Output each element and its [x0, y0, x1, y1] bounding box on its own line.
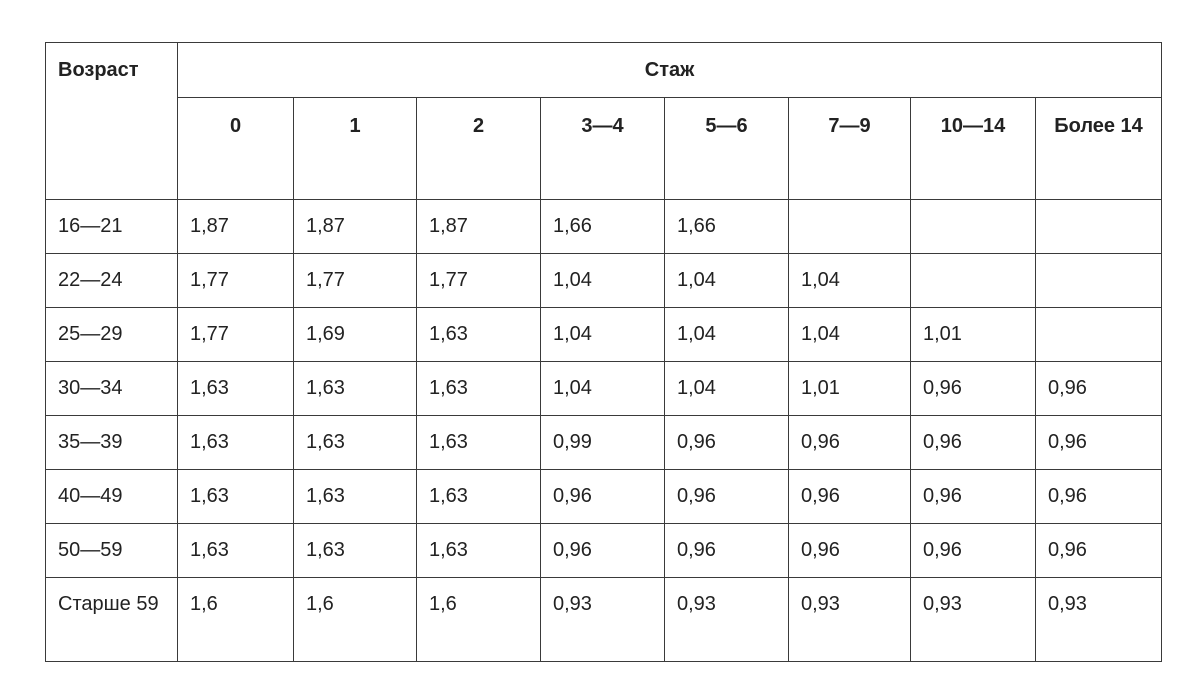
value-cell: 1,63 [293, 415, 417, 470]
header-row: Возраст Стаж [45, 42, 1163, 200]
column-header: 5—6 [664, 97, 789, 200]
value-cell: 0,96 [788, 523, 911, 578]
age-cell: 50—59 [45, 523, 178, 578]
value-cell [788, 199, 911, 254]
value-cell: 1,63 [293, 361, 417, 416]
value-cell [1034, 307, 1163, 362]
value-cell: 0,96 [664, 415, 789, 470]
table-row: 16—21 1,87 1,87 1,87 1,66 1,66 [45, 199, 1163, 254]
value-cell: 0,93 [788, 577, 911, 662]
value-cell: 0,96 [788, 415, 911, 470]
age-cell: 35—39 [45, 415, 178, 470]
value-cell: 1,66 [540, 199, 665, 254]
value-cell: 1,63 [177, 523, 294, 578]
table-row: 25—29 1,77 1,69 1,63 1,04 1,04 1,04 1,01 [45, 307, 1163, 362]
value-cell: 1,63 [416, 523, 541, 578]
value-cell: 0,99 [540, 415, 665, 470]
value-cell: 1,77 [293, 253, 417, 308]
value-cell: 1,87 [293, 199, 417, 254]
value-cell: 1,6 [177, 577, 294, 662]
value-cell: 1,77 [177, 253, 294, 308]
value-cell: 1,04 [788, 253, 911, 308]
value-cell: 1,04 [664, 307, 789, 362]
value-cell: 0,96 [664, 469, 789, 524]
value-cell: 1,04 [664, 253, 789, 308]
value-cell [910, 253, 1036, 308]
value-cell: 1,77 [416, 253, 541, 308]
value-cell: 0,96 [1034, 415, 1163, 470]
value-cell: 1,77 [177, 307, 294, 362]
value-cell: 0,93 [540, 577, 665, 662]
value-cell: 1,04 [540, 253, 665, 308]
column-header: 10—14 [910, 97, 1036, 200]
value-cell: 1,63 [177, 469, 294, 524]
age-header: Возраст [45, 42, 178, 200]
value-cell: 1,87 [416, 199, 541, 254]
table-row: 35—39 1,63 1,63 1,63 0,99 0,96 0,96 0,96 0,96 [45, 415, 1163, 470]
column-header: 3—4 [540, 97, 665, 200]
value-cell: 0,96 [1034, 361, 1163, 416]
age-cell: 40—49 [45, 469, 178, 524]
value-cell: 0,96 [664, 523, 789, 578]
value-cell: 0,96 [910, 361, 1036, 416]
experience-header: Стаж [176, 42, 1163, 98]
table-row: Старше 59 1,6 1,6 1,6 0,93 0,93 0,93 0,93 0,93 [45, 577, 1163, 662]
value-cell: 1,63 [416, 415, 541, 470]
value-cell: 0,93 [910, 577, 1036, 662]
value-cell: 0,96 [1034, 523, 1163, 578]
value-cell: 1,01 [788, 361, 911, 416]
value-cell: 0,96 [540, 469, 665, 524]
age-cell: 16—21 [45, 199, 178, 254]
value-cell: 1,04 [664, 361, 789, 416]
data-table: Возраст Стаж 0 1 2 3—4 5—6 7—9 10—14 Более 14 1… [45, 42, 1163, 662]
value-cell: 1,66 [664, 199, 789, 254]
value-cell: 1,63 [177, 415, 294, 470]
value-cell: 1,63 [416, 361, 541, 416]
table-row: 50—59 1,63 1,63 1,63 0,96 0,96 0,96 0,96 0,96 [45, 523, 1163, 578]
table-header: Возраст Стаж 0 1 2 3—4 5—6 7—9 10—14 Более 14 [45, 42, 1163, 200]
table-row: 30—34 1,63 1,63 1,63 1,04 1,04 1,01 0,96 0,96 [45, 361, 1163, 416]
column-header: 1 [293, 97, 417, 200]
value-cell: 0,96 [1034, 469, 1163, 524]
value-cell: 1,63 [293, 469, 417, 524]
value-cell: 0,93 [664, 577, 789, 662]
value-cell: 1,04 [540, 361, 665, 416]
value-cell: 1,01 [910, 307, 1036, 362]
column-header: 0 [177, 97, 294, 200]
value-cell: 0,96 [910, 469, 1036, 524]
value-cell [1034, 253, 1163, 308]
age-cell: Старше 59 [45, 577, 178, 662]
table-body: 16—21 1,87 1,87 1,87 1,66 1,66 22—24 1,77 1,77 1,… [45, 199, 1163, 662]
value-cell: 1,69 [293, 307, 417, 362]
table-row: 22—24 1,77 1,77 1,77 1,04 1,04 1,04 [45, 253, 1163, 308]
column-header: 2 [416, 97, 541, 200]
value-cell: 1,04 [788, 307, 911, 362]
value-cell: 1,87 [177, 199, 294, 254]
value-cell [1034, 199, 1163, 254]
value-cell: 0,96 [910, 523, 1036, 578]
value-cell: 1,6 [293, 577, 417, 662]
value-cell: 1,63 [416, 469, 541, 524]
value-cell: 1,6 [416, 577, 541, 662]
value-cell: 1,04 [540, 307, 665, 362]
column-header: Более 14 [1034, 97, 1163, 200]
value-cell: 0,96 [540, 523, 665, 578]
value-cell: 1,63 [177, 361, 294, 416]
value-cell: 1,63 [416, 307, 541, 362]
value-cell: 0,93 [1034, 577, 1163, 662]
table-row: 40—49 1,63 1,63 1,63 0,96 0,96 0,96 0,96 0,96 [45, 469, 1163, 524]
header-row: 0 1 2 3—4 5—6 7—9 10—14 Более 14 [46, 97, 1163, 200]
value-cell: 1,63 [293, 523, 417, 578]
age-cell: 25—29 [45, 307, 178, 362]
age-cell: 30—34 [45, 361, 178, 416]
age-cell: 22—24 [45, 253, 178, 308]
value-cell [910, 199, 1036, 254]
value-cell: 0,96 [788, 469, 911, 524]
value-cell: 0,96 [910, 415, 1036, 470]
column-header: 7—9 [788, 97, 911, 200]
